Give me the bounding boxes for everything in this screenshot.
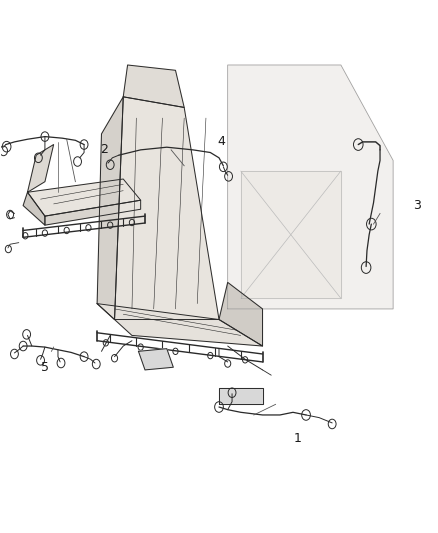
Text: 1: 1 — [293, 432, 301, 446]
Polygon shape — [219, 389, 262, 405]
Polygon shape — [138, 349, 173, 370]
Polygon shape — [28, 144, 53, 192]
Polygon shape — [219, 282, 262, 346]
Text: 4: 4 — [217, 135, 225, 148]
Polygon shape — [97, 304, 262, 346]
Polygon shape — [97, 97, 123, 319]
Polygon shape — [123, 65, 184, 108]
Polygon shape — [241, 171, 341, 298]
Text: 2: 2 — [100, 143, 108, 156]
Polygon shape — [115, 97, 219, 319]
Polygon shape — [23, 192, 45, 225]
Polygon shape — [28, 179, 141, 216]
Polygon shape — [45, 200, 141, 225]
Polygon shape — [228, 65, 393, 309]
Text: 5: 5 — [41, 361, 49, 374]
Text: 3: 3 — [413, 199, 421, 212]
